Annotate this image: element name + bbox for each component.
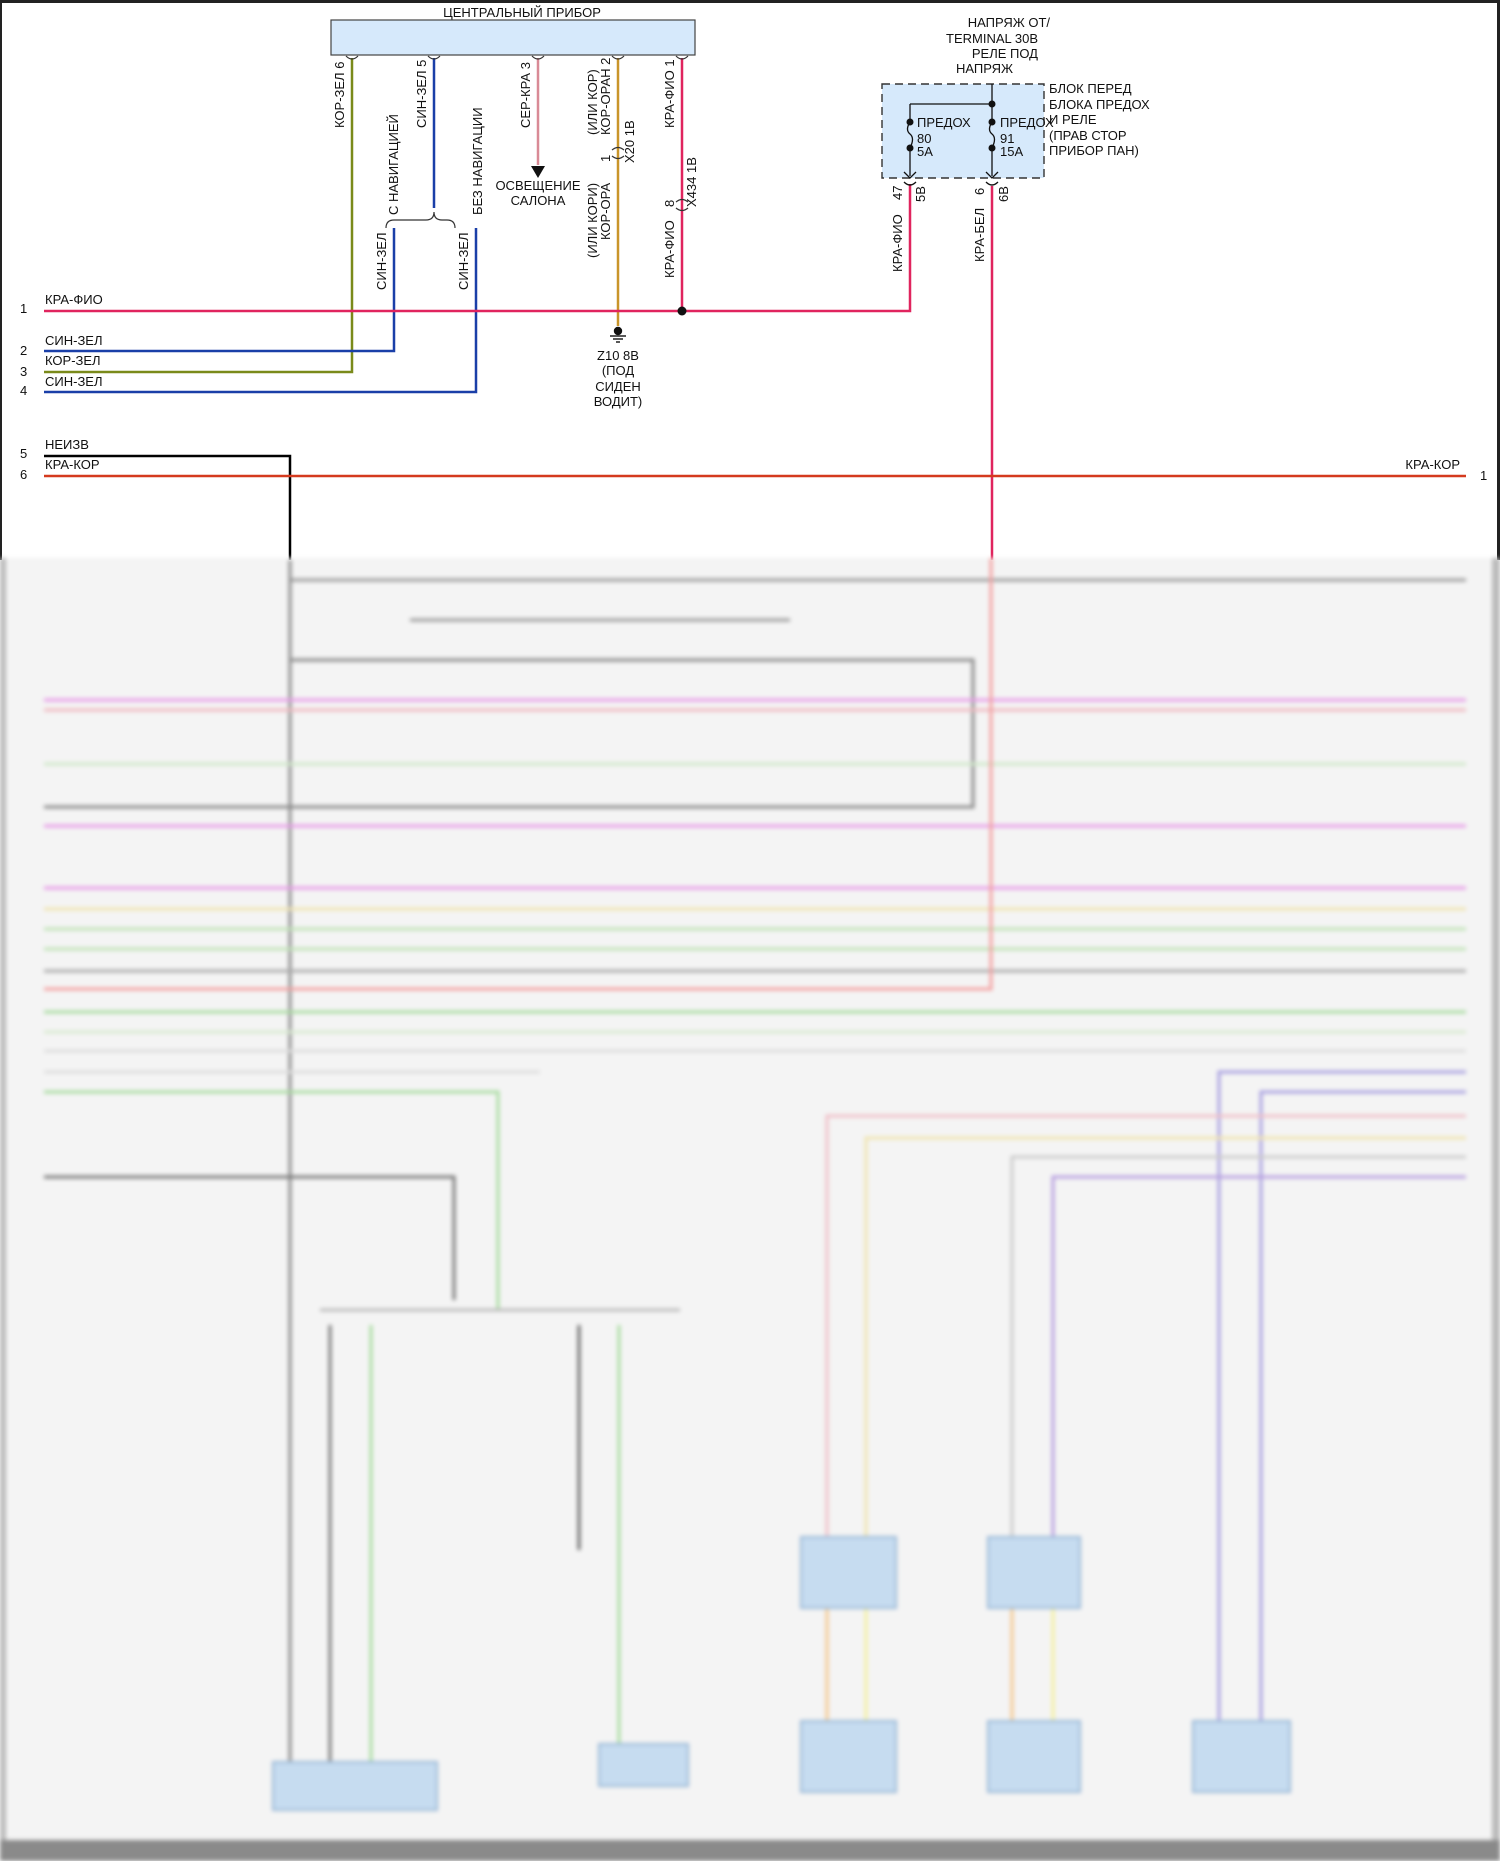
wire-5-neizv (44, 454, 292, 560)
svg-text:15A: 15A (1000, 144, 1023, 159)
fuse-block-label-2: БЛОКА ПРЕДОХ (1049, 97, 1150, 112)
x434-label: X434 1B (684, 157, 699, 207)
x20-lower-alt: (ИЛИ КОРИ) (585, 183, 600, 258)
ground-label-4: ВОДИТ) (594, 394, 642, 409)
fuse-block-internal (903, 84, 999, 186)
svg-text:3: 3 (20, 364, 27, 379)
wire-1-kra-fio (44, 184, 912, 313)
pin-1-label: КРА-ФИО 1 (662, 59, 677, 128)
right-wire-num: 1 (1480, 468, 1487, 483)
power-label-4: НАПРЯЖ (956, 61, 1013, 76)
ground-icon (610, 326, 626, 343)
fuse91-wire: КРА-БЕЛ (972, 208, 987, 262)
x434-lower-wire: КРА-ФИО (662, 220, 677, 278)
x20-label: X20 1B (622, 120, 637, 163)
ground-label-3: СИДЕН (595, 379, 641, 394)
svg-text:91: 91 (1000, 131, 1014, 146)
fuse80-wire: КРА-ФИО (890, 214, 905, 272)
fuse80-pin: 47 (890, 186, 905, 200)
pin-connectors (345, 55, 689, 212)
with-nav-label: С НАВИГАЦИЕЙ (386, 114, 401, 215)
svg-text:КОР-ЗЕЛ: КОР-ЗЕЛ (45, 353, 101, 368)
svg-text:СИН-ЗЕЛ: СИН-ЗЕЛ (45, 374, 103, 389)
fuse91-conn: 6B (996, 186, 1011, 202)
splice-dot (677, 306, 687, 316)
fuse-block-label-3: И РЕЛЕ (1049, 112, 1097, 127)
svg-text:5A: 5A (917, 144, 933, 159)
pin-2-label: КОР-ОРАН 2 (598, 58, 613, 135)
frame-right (1497, 0, 1500, 560)
x20-lower-wire: КОР-ОРА (598, 183, 613, 240)
fuse91-pin: 6 (972, 188, 987, 195)
power-label-2: TERMINAL 30B (946, 31, 1038, 46)
variant-brace (385, 211, 456, 229)
fuse-block[interactable] (881, 83, 1045, 179)
svg-text:КРА-КОР: КРА-КОР (45, 457, 100, 472)
svg-text:ПРЕДОХ: ПРЕДОХ (1000, 115, 1054, 130)
fuse-block-label-4: (ПРАВ СТОР (1049, 128, 1127, 143)
frame-top (0, 0, 1500, 3)
obscured-lower-diagram (0, 558, 1500, 1861)
pin-6-label: КОР-ЗЕЛ 6 (332, 62, 347, 128)
ground-label-1: Z10 8B (597, 348, 639, 363)
pin-3-label: СЕР-КРА 3 (518, 62, 533, 128)
x20-pin-in: 1 (598, 155, 613, 162)
right-wire-label: КРА-КОР (1405, 457, 1460, 472)
frame-left (0, 0, 2, 560)
wire-kor-zel (44, 58, 354, 374)
wire-without-nav (44, 228, 478, 394)
svg-text:6: 6 (20, 467, 27, 482)
fuse80-conn: 5B (913, 186, 928, 202)
svg-text:2: 2 (20, 343, 27, 358)
arrow-down-icon (531, 166, 545, 178)
fuse-dots (906, 100, 996, 152)
x434-pin-in: 8 (662, 200, 677, 207)
svg-text:ПРЕДОХ: ПРЕДОХ (917, 115, 971, 130)
left-wire-labels: 1 КРА-ФИО 2 СИН-ЗЕЛ 3 КОР-ЗЕЛ 4 СИН-ЗЕЛ 5 НЕИ… (20, 292, 103, 482)
svg-text:4: 4 (20, 383, 27, 398)
interior-light-label-1: ОСВЕЩЕНИЕ (495, 178, 580, 193)
fuse-91[interactable]: ПРЕДОХ 91 15A (1000, 115, 1054, 159)
central-module[interactable] (330, 19, 696, 56)
svg-text:80: 80 (917, 131, 931, 146)
module-title: ЦЕНТРАЛЬНЫЙ ПРИБОР (443, 5, 601, 20)
svg-text:НЕИЗВ: НЕИЗВ (45, 437, 89, 452)
ground-label-2: (ПОД (602, 363, 634, 378)
power-label-1: НАПРЯЖ ОТ/ (968, 15, 1051, 30)
svg-text:1: 1 (20, 301, 27, 316)
fuse-80[interactable]: ПРЕДОХ 80 5A (917, 115, 971, 159)
wire-with-nav (44, 228, 396, 353)
svg-text:5: 5 (20, 446, 27, 461)
with-nav-wire-label: СИН-ЗЕЛ (374, 232, 389, 290)
power-label-3: РЕЛЕ ПОД (972, 46, 1038, 61)
pin-5-label: СИН-ЗЕЛ 5 (414, 60, 429, 128)
without-nav-label: БЕЗ НАВИГАЦИИ (470, 107, 485, 215)
svg-text:КРА-ФИО: КРА-ФИО (45, 292, 103, 307)
interior-light-label-2: САЛОНА (511, 193, 566, 208)
pin-2-alt-label: (ИЛИ КОР) (585, 69, 600, 135)
fuse-block-label-1: БЛОК ПЕРЕД (1049, 81, 1132, 96)
without-nav-wire-label: СИН-ЗЕЛ (456, 232, 471, 290)
fuse-block-label-5: ПРИБОР ПАН) (1049, 143, 1139, 158)
svg-text:СИН-ЗЕЛ: СИН-ЗЕЛ (45, 333, 103, 348)
